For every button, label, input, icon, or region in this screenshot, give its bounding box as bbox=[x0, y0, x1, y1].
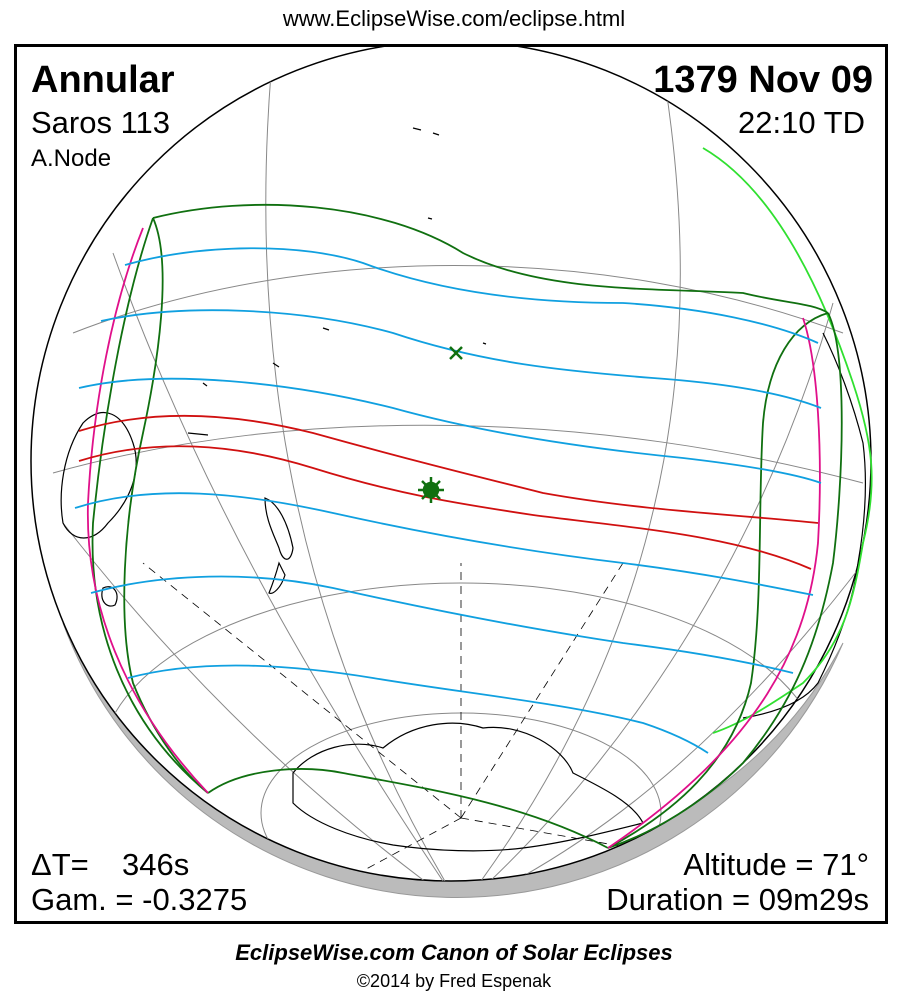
eclipse-map bbox=[30, 47, 873, 898]
saros-number: Saros 113 bbox=[31, 105, 171, 140]
duration-value: Duration = 09m29s bbox=[606, 882, 869, 917]
eclipse-date: 1379 Nov 09 bbox=[653, 59, 873, 101]
eclipse-time: 22:10 TD bbox=[738, 105, 865, 140]
pacific-islands bbox=[187, 127, 487, 436]
globe-outline bbox=[30, 47, 872, 882]
source-url: www.EclipseWise.com/eclipse.html bbox=[282, 6, 626, 31]
partial-lines bbox=[74, 247, 822, 754]
node-label: A.Node bbox=[31, 145, 112, 172]
new-zealand-north bbox=[264, 497, 294, 560]
new-zealand-south bbox=[268, 561, 286, 594]
delta-t-value: 346s bbox=[122, 847, 190, 882]
canon-title: EclipseWise.com Canon of Solar Eclipses bbox=[235, 940, 673, 965]
coastlines bbox=[60, 127, 867, 852]
antarctica-coast bbox=[292, 722, 644, 852]
altitude-value: Altitude = 71° bbox=[683, 847, 869, 882]
south-america-coast bbox=[742, 332, 867, 719]
eclipse-map-frame: Annular 1379 Nov 09 Saros 113 22:10 TD A… bbox=[14, 44, 888, 924]
eclipse-type: Annular bbox=[31, 59, 175, 101]
green-star-icon bbox=[418, 477, 444, 503]
green-x-icon bbox=[449, 346, 463, 360]
copyright: ©2014 by Fred Espenak bbox=[356, 971, 552, 991]
delta-t-label: ΔT= bbox=[31, 847, 89, 882]
gamma-value: Gam. = -0.3275 bbox=[31, 882, 248, 917]
